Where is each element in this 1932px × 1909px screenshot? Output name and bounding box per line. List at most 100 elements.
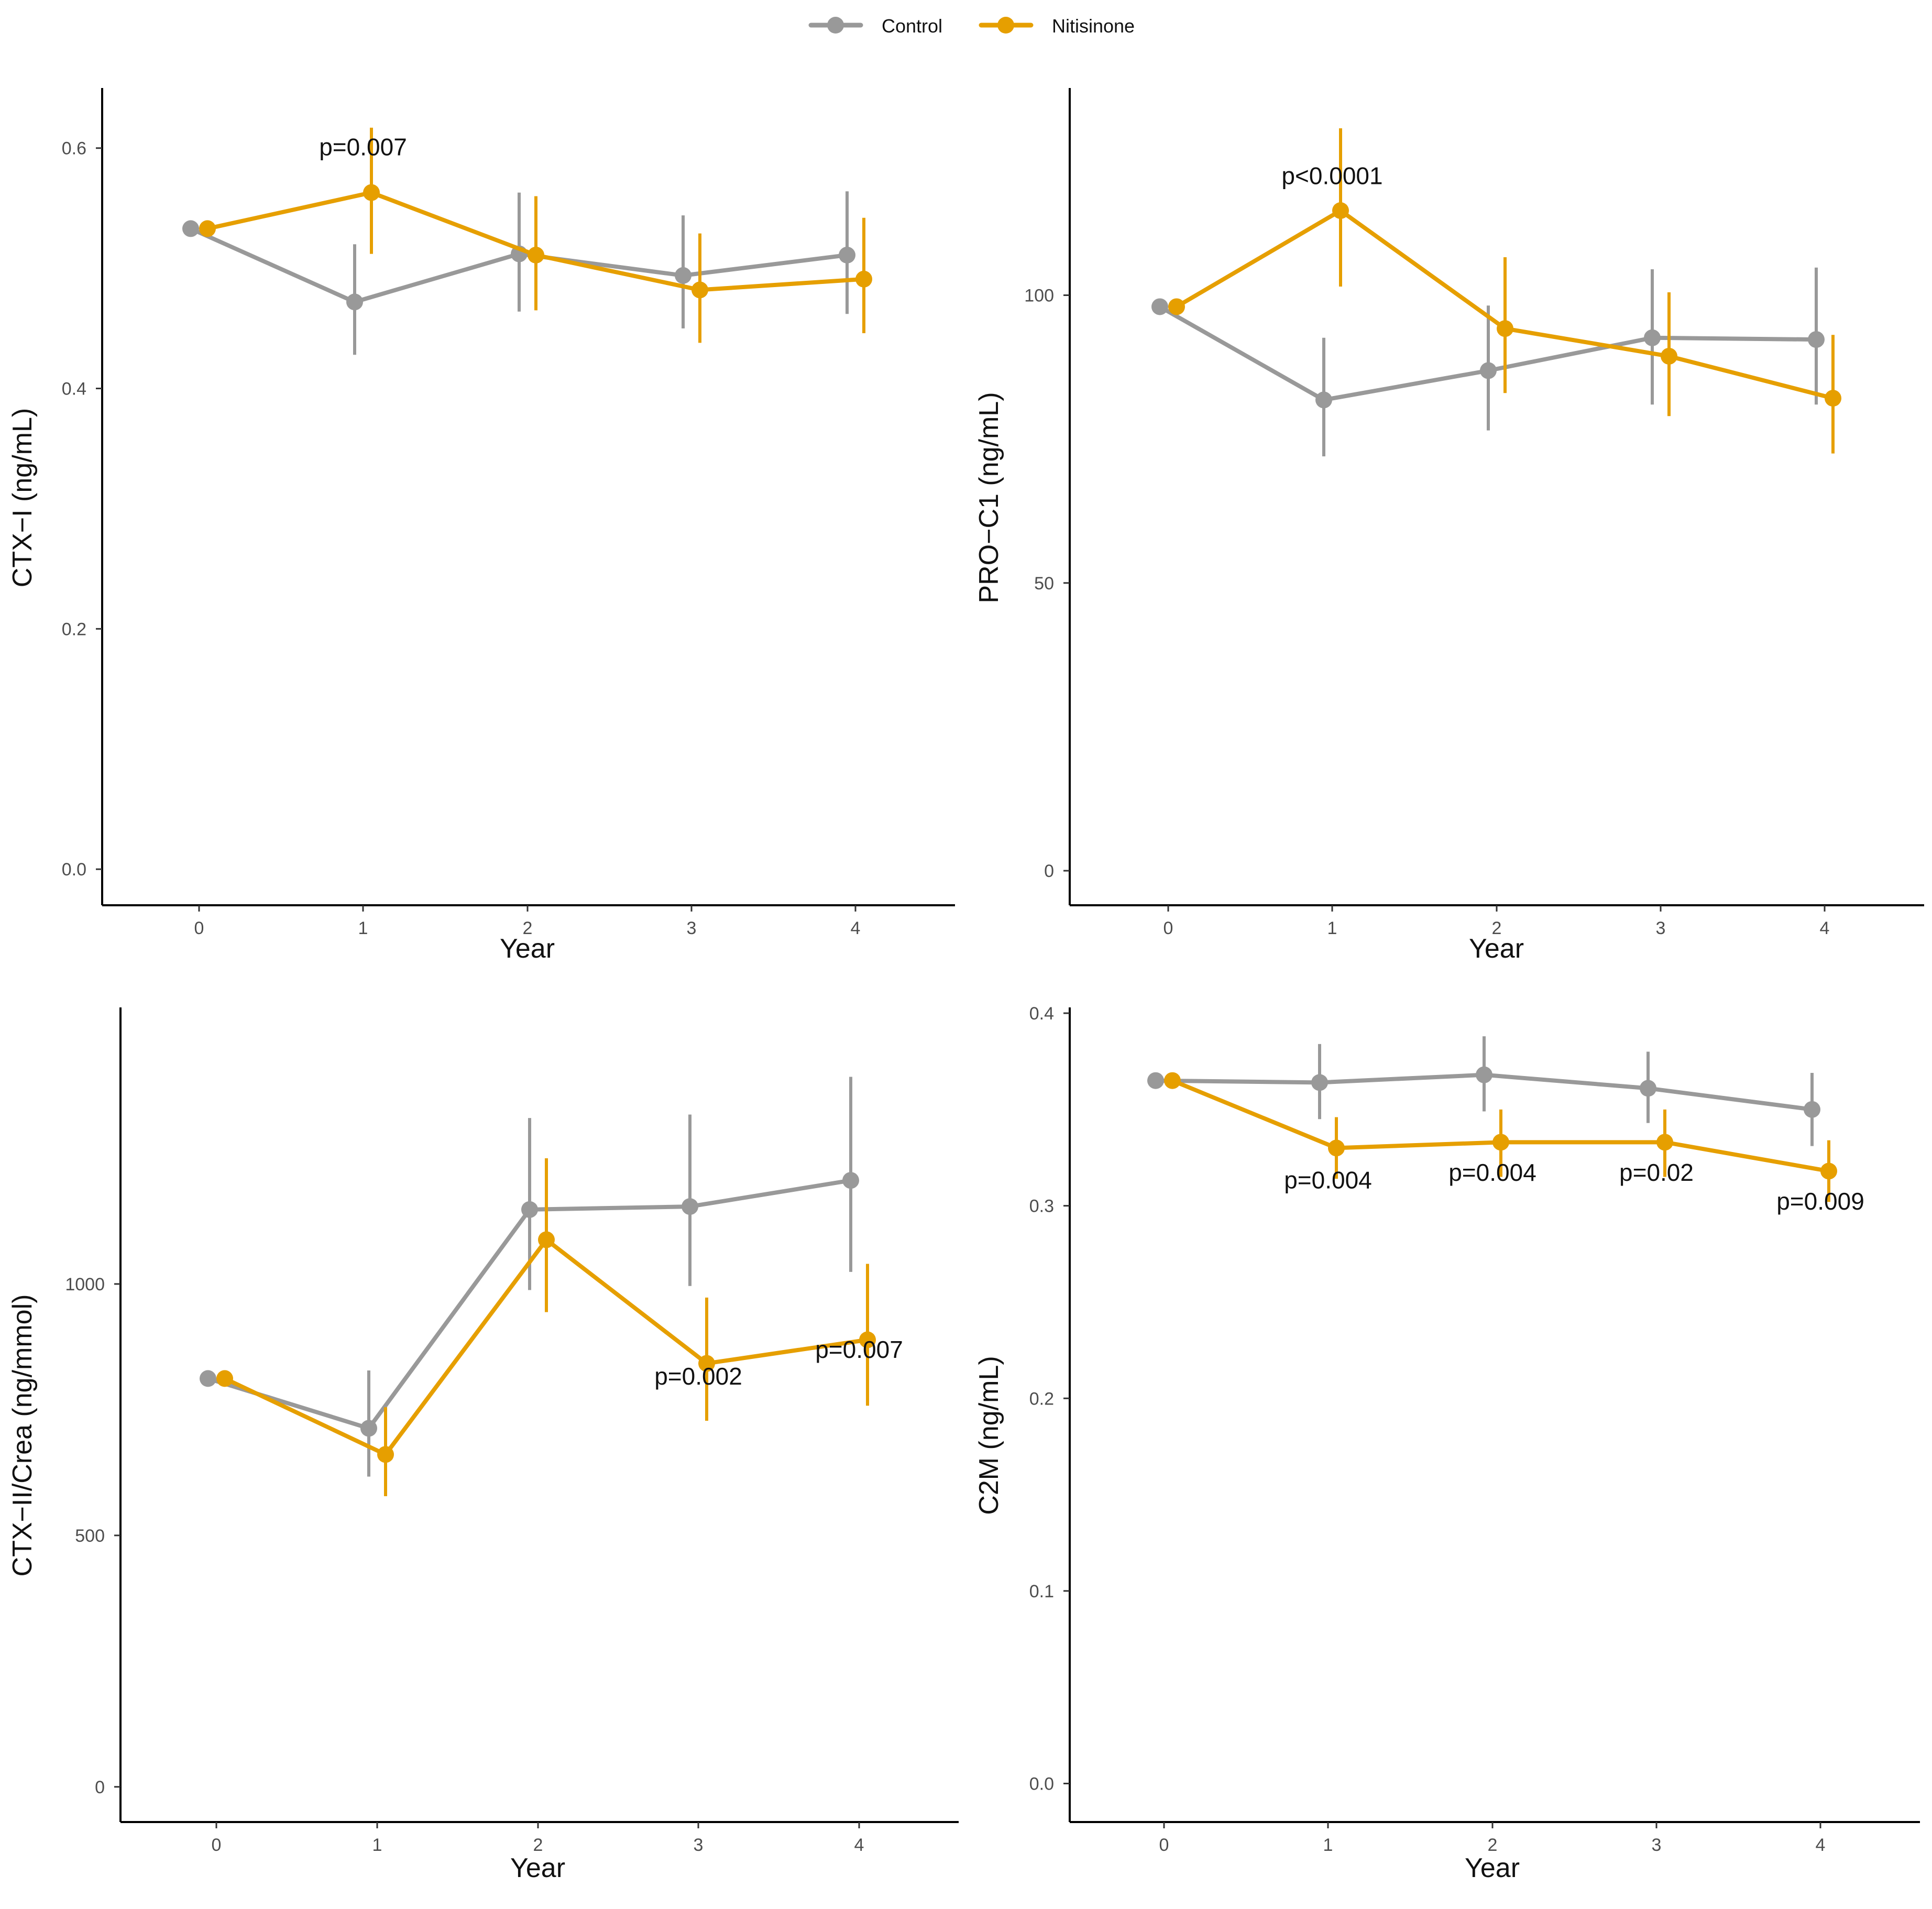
control-data-point	[842, 1172, 859, 1189]
x-tick-label: 3	[1652, 1835, 1662, 1855]
control-data-point	[346, 293, 363, 311]
x-tick-label: 4	[1816, 1835, 1826, 1855]
x-tick-label: 1	[372, 1835, 382, 1855]
x-axis-title: Year	[1465, 1853, 1520, 1883]
nitisinone-data-point	[855, 270, 872, 288]
y-axis-title: CTX−II/Crea (ng/mmol)	[7, 1294, 38, 1577]
x-tick-label: 3	[1656, 918, 1666, 938]
nitisinone-data-point	[1497, 320, 1513, 337]
p-value-annotation: p=0.007	[815, 1336, 903, 1363]
y-tick-label: 0.6	[62, 139, 86, 159]
x-tick-label: 4	[1820, 918, 1830, 938]
x-tick-label: 0	[194, 918, 204, 938]
nitisinone-data-point	[1332, 202, 1349, 219]
y-tick-label: 0.0	[62, 860, 86, 880]
y-tick-label: 1000	[65, 1275, 105, 1294]
x-tick-label: 3	[694, 1835, 704, 1855]
nitisinone-data-point	[377, 1446, 394, 1463]
p-value-annotation: p=0.004	[1284, 1167, 1372, 1194]
x-tick-label: 2	[1488, 1835, 1498, 1855]
control-data-point	[1315, 391, 1332, 409]
x-tick-label: 1	[1327, 918, 1337, 938]
y-axis-title: C2M (ng/mL)	[974, 1356, 1004, 1515]
y-axis-title: CTX−I (ng/mL)	[7, 408, 38, 587]
legend-entry-nitisinone: Nitisinone	[979, 15, 1135, 37]
y-tick-label: 0.2	[1029, 1389, 1054, 1409]
x-tick-label: 1	[358, 918, 368, 938]
legend-entry-control: Control	[808, 15, 942, 37]
nitisinone-data-point	[1164, 1072, 1181, 1089]
y-tick-label: 0	[1044, 861, 1054, 881]
legend-label-nitisinone: Nitisinone	[1052, 15, 1135, 37]
nitisinone-data-point	[691, 281, 708, 299]
y-tick-label: 0.0	[1029, 1774, 1054, 1794]
x-tick-label: 4	[851, 918, 861, 938]
control-data-point	[360, 1420, 377, 1437]
y-axis-title: PRO−C1 (ng/mL)	[974, 392, 1004, 603]
nitisinone-data-point	[698, 1355, 715, 1372]
panel-pro-c1: 0 50 100 0 1 2 3 4 Year PRO−C1 (ng/mL) p<0.0001	[974, 88, 1924, 964]
y-tick-label: 0.3	[1029, 1197, 1054, 1216]
p-value-annotation: p<0.0001	[1281, 162, 1382, 189]
control-data-point	[1640, 1080, 1656, 1097]
control-data-point	[1311, 1074, 1328, 1091]
legend-label-control: Control	[882, 15, 942, 37]
nitisinone-data-point	[1168, 298, 1185, 315]
p-value-annotation: p=0.02	[1619, 1159, 1694, 1186]
control-data-point	[1476, 1066, 1492, 1083]
y-tick-label: 500	[75, 1526, 105, 1546]
y-tick-label: 0.4	[1029, 1004, 1054, 1024]
p-value-annotation: p=0.004	[1448, 1159, 1536, 1186]
control-data-point	[200, 1370, 216, 1387]
x-tick-label: 3	[687, 918, 697, 938]
nitisinone-data-point	[1492, 1134, 1509, 1151]
panel-ctx-ii-crea: 0 500 1000 0 1 2 3 4 Year CTX−II/Crea (ng/mmol) p=…	[7, 1007, 959, 1883]
y-tick-label: 0	[95, 1778, 105, 1797]
panel-ctx-i: 0.0 0.2 0.4 0.6 0 1 2 3 4 Year CTX−I (ng/mL) p=0.00…	[7, 88, 955, 964]
nitisinone-data-point	[1661, 347, 1677, 365]
control-data-point	[839, 246, 855, 264]
nitisinone-data-point	[1825, 390, 1841, 407]
nitisinone-data-point	[363, 184, 380, 201]
control-data-point	[1808, 331, 1825, 348]
p-value-annotation: p=0.007	[319, 133, 407, 160]
x-tick-label: 2	[533, 1835, 543, 1855]
x-axis-title: Year	[510, 1853, 565, 1883]
x-tick-label: 0	[1163, 918, 1173, 938]
nitisinone-data-point	[1820, 1162, 1837, 1180]
x-tick-label: 1	[1323, 1835, 1333, 1855]
nitisinone-data-point	[1656, 1134, 1673, 1151]
p-value-annotation: p=0.009	[1776, 1188, 1864, 1215]
control-data-point	[182, 220, 199, 237]
panel-c2m: 0.0 0.1 0.2 0.3 0.4 0 1 2 3 4 Year C2M (ng/mL) p=0.0…	[974, 1004, 1920, 1883]
y-tick-label: 0.2	[62, 619, 86, 639]
p-value-annotation: p=0.002	[654, 1363, 742, 1390]
legend-marker-0	[827, 17, 844, 34]
control-data-point	[1151, 298, 1168, 315]
x-axis-title: Year	[1469, 934, 1524, 964]
x-tick-label: 2	[1492, 918, 1502, 938]
nitisinone-data-point	[859, 1331, 876, 1348]
x-axis-title: Year	[500, 934, 555, 964]
legend-marker-1	[997, 17, 1014, 34]
control-data-point	[1480, 362, 1497, 379]
nitisinone-data-point	[1328, 1139, 1345, 1157]
x-tick-label: 2	[523, 918, 533, 938]
control-data-point	[1644, 329, 1661, 346]
y-tick-label: 50	[1034, 574, 1054, 594]
nitisinone-data-point	[199, 220, 216, 237]
y-tick-label: 0.4	[62, 379, 86, 399]
y-tick-label: 100	[1024, 286, 1054, 305]
y-tick-label: 0.1	[1029, 1582, 1054, 1601]
x-tick-label: 0	[1159, 1835, 1169, 1855]
x-tick-label: 0	[212, 1835, 222, 1855]
control-data-point	[675, 267, 691, 284]
nitisinone-data-point	[216, 1370, 233, 1387]
legend: Control Nitisinone	[808, 15, 1135, 37]
control-data-point	[682, 1198, 698, 1215]
control-data-point	[1804, 1101, 1820, 1118]
control-data-point	[521, 1201, 538, 1218]
control-data-point	[1147, 1072, 1164, 1089]
nitisinone-data-point	[528, 246, 544, 264]
